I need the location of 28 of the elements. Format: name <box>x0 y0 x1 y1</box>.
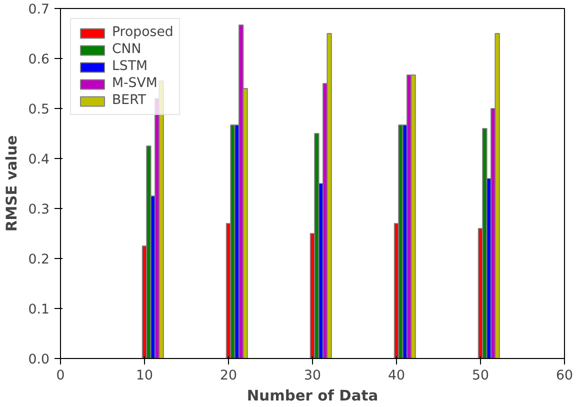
legend-label: Proposed <box>112 25 174 40</box>
bar <box>494 33 500 358</box>
bar <box>326 33 332 358</box>
y-tick-label: 0.6 <box>28 52 50 68</box>
bar <box>314 133 320 358</box>
x-tick-label: 10 <box>136 368 153 384</box>
bar <box>410 74 416 358</box>
x-tick-label: 0 <box>56 368 65 384</box>
x-tick-label: 50 <box>472 368 489 384</box>
legend-label: CNN <box>112 42 142 57</box>
legend-label: LSTM <box>112 59 148 74</box>
x-tick-label: 40 <box>388 368 405 384</box>
legend-label: M-SVM <box>112 76 158 91</box>
y-tick-label: 0.5 <box>28 102 50 118</box>
y-tick-label: 0.7 <box>28 2 50 18</box>
y-tick-label: 0.4 <box>28 152 50 168</box>
y-tick-label: 0.2 <box>28 252 50 268</box>
y-tick-label: 0.0 <box>28 352 50 368</box>
x-tick-label: 60 <box>556 368 573 384</box>
legend-label: BERT <box>112 93 146 108</box>
x-tick-label: 20 <box>220 368 237 384</box>
y-tick-label: 0.3 <box>28 202 50 218</box>
y-axis-title: RMSE value <box>3 135 20 232</box>
bar <box>482 128 488 358</box>
bar <box>146 146 152 358</box>
x-axis-title: Number of Data <box>246 388 378 404</box>
x-tick-label: 30 <box>304 368 321 384</box>
y-tick-label: 0.1 <box>28 302 50 318</box>
